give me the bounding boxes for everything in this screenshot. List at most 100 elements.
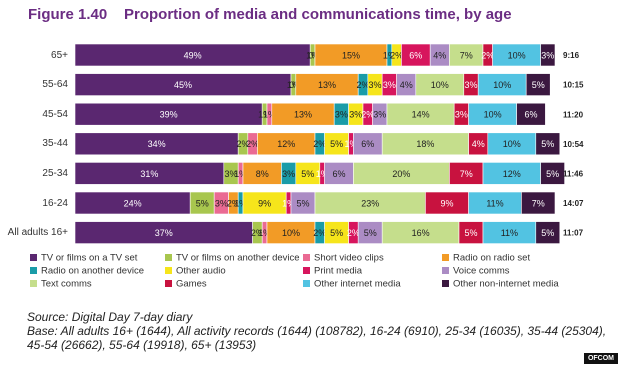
total-time: 10:54 (563, 140, 584, 149)
data-label: 1% (306, 50, 319, 60)
chart-title: Proportion of media and communications t… (124, 6, 512, 23)
data-label: 23% (361, 198, 379, 208)
data-label: 2% (481, 50, 494, 60)
data-label: 6% (361, 139, 374, 149)
legend-swatch (442, 280, 449, 287)
data-label: 5% (301, 169, 314, 179)
bar-segment (535, 132, 561, 156)
data-label: 2% (347, 228, 360, 238)
data-label: 3% (455, 110, 468, 120)
data-label: 1% (258, 110, 271, 120)
data-label: 37% (155, 228, 173, 238)
category-label: 55-64 (42, 79, 68, 91)
legend-swatch (30, 280, 37, 287)
data-label: 4% (472, 139, 485, 149)
data-label: 15% (342, 50, 360, 60)
data-label: 2% (313, 139, 326, 149)
data-label: 3% (224, 169, 237, 179)
total-time: 14:07 (563, 199, 584, 208)
figure-label: Figure 1.40 (28, 6, 107, 23)
data-label: 45% (174, 80, 192, 90)
data-label: 3% (541, 50, 554, 60)
data-label: 16% (412, 228, 430, 238)
legend-swatch (30, 254, 37, 261)
legend-swatch (303, 267, 310, 274)
data-label: 12% (277, 139, 295, 149)
data-label: 12% (503, 169, 521, 179)
data-label: 2% (313, 228, 326, 238)
data-label: 18% (416, 139, 434, 149)
data-label: 5% (541, 228, 554, 238)
data-label: 5% (330, 228, 343, 238)
data-label: 2% (227, 198, 240, 208)
data-label: 1% (234, 198, 247, 208)
bar-segment (540, 43, 556, 67)
legend-label: Text comms (41, 279, 92, 290)
category-label: All adults 16+ (7, 227, 68, 239)
data-label: 2% (356, 80, 369, 90)
total-time: 11:07 (563, 229, 584, 238)
legend-label: Radio on another device (41, 266, 144, 277)
logo: OFCOM (583, 353, 618, 364)
data-label: 13% (294, 110, 312, 120)
data-label: 10% (493, 80, 511, 90)
data-label: 14% (412, 110, 430, 120)
category-label: 25-34 (42, 167, 68, 179)
legend-label: Short video clips (314, 253, 384, 264)
data-label: 20% (392, 169, 410, 179)
data-label: 5% (546, 169, 559, 179)
source: Source: Digital Day 7-day diary (27, 310, 193, 324)
data-label: 5% (541, 139, 554, 149)
data-label: 1% (316, 169, 329, 179)
legend-label: Radio on radio set (453, 253, 530, 264)
bar-segment (521, 191, 556, 215)
legend-label: Other internet media (314, 279, 401, 290)
data-label: 3% (368, 80, 381, 90)
data-label: 6% (332, 169, 345, 179)
legend-label: Other audio (176, 266, 226, 277)
legend-label: Voice comms (453, 266, 510, 277)
data-label: 3% (282, 169, 295, 179)
data-label: 3% (464, 80, 477, 90)
data-label: 9% (440, 198, 453, 208)
legend-swatch (165, 254, 172, 261)
data-label: 5% (330, 139, 343, 149)
legend-label: Games (176, 279, 207, 290)
data-label: 34% (148, 139, 166, 149)
data-label: 4% (400, 80, 413, 90)
bar-segment (516, 102, 546, 126)
data-label: 5% (364, 228, 377, 238)
data-label: 10% (508, 50, 526, 60)
legend-label: Other non-internet media (453, 279, 559, 290)
legend-swatch (442, 254, 449, 261)
data-label: 9% (258, 198, 271, 208)
data-label: 1% (383, 50, 396, 60)
data-label: 10% (503, 139, 521, 149)
total-time: 9:16 (563, 51, 580, 60)
data-label: 5% (464, 228, 477, 238)
base-note: Base: All adults 16+ (1644), All activit… (27, 324, 607, 352)
data-label: 2% (361, 110, 374, 120)
data-label: 10% (431, 80, 449, 90)
total-time: 10:15 (563, 81, 584, 90)
data-label: 10% (282, 228, 300, 238)
legend-swatch (442, 267, 449, 274)
data-label: 4% (433, 50, 446, 60)
category-label: 16-24 (42, 197, 68, 209)
data-label: 3% (383, 80, 396, 90)
bar-segment (525, 73, 551, 96)
data-label: 10% (484, 110, 502, 120)
data-label: 3% (349, 110, 362, 120)
data-label: 1% (234, 169, 247, 179)
data-label: 1% (287, 80, 300, 90)
legend-swatch (303, 280, 310, 287)
data-label: 31% (140, 169, 158, 179)
legend-swatch (165, 280, 172, 287)
legend-swatch (165, 267, 172, 274)
data-label: 24% (124, 198, 142, 208)
data-label: 6% (524, 110, 537, 120)
category-label: 65+ (51, 49, 68, 61)
data-label: 1% (344, 139, 357, 149)
